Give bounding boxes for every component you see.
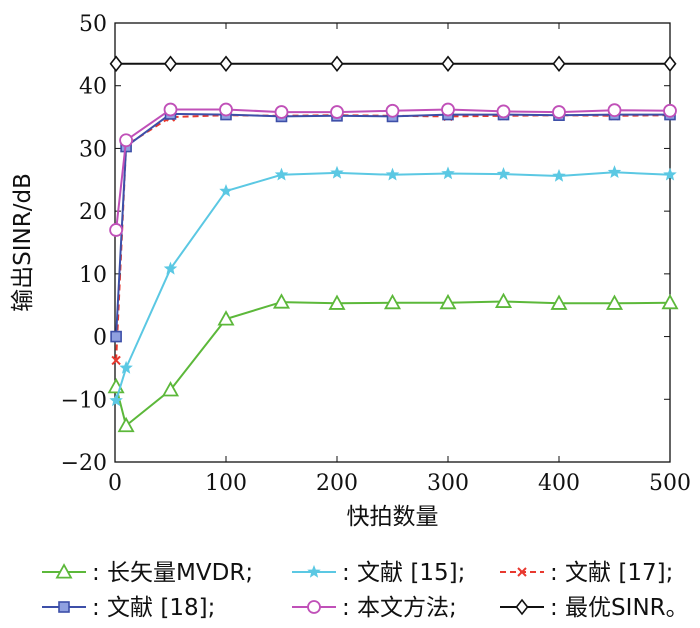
series-2-point bbox=[163, 261, 178, 275]
x-tick-label: 400 bbox=[538, 471, 580, 496]
series-1-point bbox=[661, 293, 679, 310]
series-3-line bbox=[115, 114, 671, 361]
series-6 bbox=[109, 55, 677, 73]
legend-swatch-marker bbox=[307, 600, 321, 614]
legend-label: : 文献 [17]; bbox=[550, 560, 673, 586]
legend-item-2: : 文献 [15]; bbox=[292, 560, 465, 586]
series-2-point bbox=[274, 167, 289, 181]
series-2-point bbox=[441, 166, 455, 180]
y-tick-label: −10 bbox=[61, 388, 107, 413]
series-3 bbox=[111, 110, 675, 366]
series-2-point bbox=[552, 168, 566, 182]
y-tick-label: 0 bbox=[93, 326, 107, 351]
series-5-point bbox=[552, 105, 566, 119]
series-6-point bbox=[663, 55, 677, 73]
series-1-point bbox=[161, 381, 180, 397]
x-tick-label: 200 bbox=[316, 471, 358, 496]
series-6-point bbox=[552, 55, 566, 73]
y-tick-label: 30 bbox=[79, 137, 107, 162]
series-2-point bbox=[496, 166, 511, 180]
legend-item-4: : 文献 [18]; bbox=[42, 595, 215, 621]
series-2-point bbox=[385, 167, 400, 181]
x-axis-label: 快拍数量 bbox=[347, 504, 439, 530]
series-5-point bbox=[109, 223, 124, 237]
series-1 bbox=[107, 292, 679, 433]
series-2-line bbox=[115, 171, 671, 401]
y-axis-label: 输出SINR/dB bbox=[10, 173, 36, 312]
series-4-point bbox=[110, 330, 122, 343]
series-4-line bbox=[115, 112, 670, 337]
series-1-point bbox=[550, 294, 568, 310]
series-6-point bbox=[109, 55, 123, 73]
series-2-point bbox=[219, 183, 233, 197]
legend-item-3: : 文献 [17]; bbox=[500, 560, 673, 586]
series-6-point bbox=[441, 55, 455, 73]
series-1-line bbox=[115, 300, 671, 428]
series-2-point bbox=[330, 165, 344, 179]
plot-area-frame bbox=[114, 22, 671, 463]
legend-swatch-marker bbox=[517, 567, 527, 577]
series-1-point bbox=[439, 293, 457, 310]
series-5-point bbox=[219, 102, 233, 117]
y-tick-label: −20 bbox=[61, 451, 107, 476]
series-6-point bbox=[219, 55, 233, 73]
legend-label: : 长矢量MVDR; bbox=[92, 560, 253, 586]
y-tick-label: 50 bbox=[79, 12, 107, 37]
x-tick-label: 100 bbox=[205, 471, 247, 496]
legend-swatch-marker bbox=[58, 601, 70, 613]
legend-label: : 最优SINR。 bbox=[550, 595, 689, 621]
series-5-point bbox=[441, 102, 455, 117]
series-1-point bbox=[328, 294, 346, 310]
x-tick-label: 500 bbox=[649, 471, 691, 496]
y-tick-label: 20 bbox=[79, 200, 107, 225]
x-tick-label: 0 bbox=[108, 471, 122, 496]
series-1-point bbox=[494, 292, 513, 308]
legend-label: : 文献 [18]; bbox=[92, 595, 215, 621]
legend-swatch-marker bbox=[55, 563, 73, 579]
series-5-point bbox=[163, 102, 178, 117]
series-5-point bbox=[663, 103, 677, 118]
x-tick-label: 300 bbox=[427, 471, 469, 496]
series-5 bbox=[109, 102, 677, 237]
legend-item-6: : 最优SINR。 bbox=[500, 595, 689, 621]
legend-label: : 文献 [15]; bbox=[342, 560, 465, 586]
series-2 bbox=[109, 165, 677, 407]
series-2-point bbox=[663, 167, 677, 181]
series-5-point bbox=[330, 105, 344, 119]
series-1-point bbox=[383, 293, 402, 310]
series-6-point bbox=[163, 55, 178, 73]
series-3-point bbox=[111, 355, 121, 366]
series-2-point bbox=[607, 165, 622, 178]
series-1-point bbox=[605, 294, 624, 310]
legend-swatch-marker bbox=[307, 564, 321, 578]
legend-item-1: : 长矢量MVDR; bbox=[42, 560, 253, 586]
series-1-point bbox=[272, 293, 291, 309]
series-1-point bbox=[117, 416, 135, 433]
legend-item-5: : 本文方法; bbox=[292, 595, 457, 621]
series-2-point bbox=[119, 360, 133, 374]
series-5-point bbox=[607, 103, 622, 118]
series-5-point bbox=[274, 105, 289, 119]
series-2-point bbox=[109, 393, 123, 407]
series-5-point bbox=[496, 104, 511, 119]
series-5-point bbox=[385, 103, 400, 118]
series-5-point bbox=[119, 133, 133, 148]
series-6-point bbox=[330, 55, 344, 73]
legend-swatch-marker bbox=[515, 598, 529, 616]
series-5-line bbox=[115, 108, 671, 231]
series-1-point bbox=[217, 310, 235, 326]
y-tick-label: 10 bbox=[79, 263, 107, 288]
y-tick-label: 40 bbox=[79, 75, 107, 100]
legend-label: : 本文方法; bbox=[342, 595, 457, 621]
